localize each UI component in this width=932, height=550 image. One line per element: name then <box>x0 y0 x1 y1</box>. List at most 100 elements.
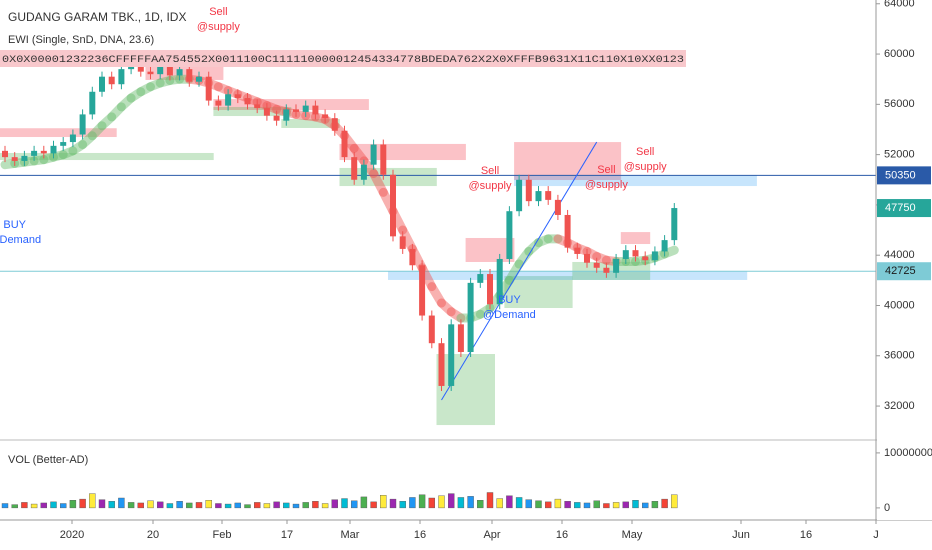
candle-body <box>312 105 319 115</box>
candle-body <box>448 324 455 386</box>
volume-bar <box>457 497 465 509</box>
ribbon-segment <box>262 101 282 114</box>
candle-body <box>457 324 464 352</box>
x-tick-label: May <box>622 529 643 541</box>
volume-bar <box>253 502 261 509</box>
candle-body <box>419 265 426 316</box>
annotation: Sell <box>209 6 227 18</box>
volume-bar <box>224 503 232 509</box>
volume-bar <box>98 499 106 509</box>
zone <box>0 128 117 138</box>
candle-body <box>137 64 144 72</box>
volume-bar <box>448 493 455 509</box>
volume-bar <box>11 504 18 509</box>
zone <box>620 232 651 245</box>
volume-bar <box>583 502 591 509</box>
volume-bar <box>622 501 629 509</box>
volume-bar <box>535 500 542 509</box>
price-label-bg <box>877 262 931 281</box>
ribbon-segment <box>39 152 58 165</box>
annotation: Sell <box>597 164 615 176</box>
zone <box>465 237 515 262</box>
annotation: Sell <box>636 146 654 158</box>
candle-body <box>176 69 183 76</box>
price-axis-bg <box>877 0 932 520</box>
volume-bar <box>651 501 659 509</box>
candle-body <box>331 118 338 131</box>
volume-bar <box>263 503 271 509</box>
chart-title: GUDANG GARAM TBK., 1D, IDX <box>8 10 186 24</box>
annotation: BUY <box>498 294 521 306</box>
volume-bar <box>554 498 562 509</box>
volume-tick-label: 0 <box>884 502 890 514</box>
ribbon-segment <box>514 246 534 269</box>
ribbon-segment <box>592 251 611 265</box>
volume-bar <box>515 497 523 509</box>
ribbon-segment <box>349 143 369 166</box>
ribbon-segment <box>427 282 446 308</box>
volume-bar <box>477 500 484 509</box>
candle-body <box>671 208 678 241</box>
candle-body <box>157 66 164 75</box>
candle-body <box>79 114 86 135</box>
candle-body <box>234 94 241 99</box>
volume-bar <box>428 497 435 509</box>
price-label: 42725 <box>885 265 916 277</box>
candle-body <box>632 250 639 257</box>
volume-bar <box>69 500 77 509</box>
candle-body <box>399 236 406 249</box>
annotation: @Demand <box>483 309 536 321</box>
candle-body <box>293 109 299 112</box>
ribbon-segment <box>534 234 553 248</box>
ribbon-segment <box>97 112 117 131</box>
volume-bar <box>89 493 96 509</box>
ribbon-segment <box>58 146 78 160</box>
candle-body <box>564 214 571 248</box>
annotation: @supply <box>469 180 512 192</box>
candle-body <box>283 109 290 121</box>
candle-body <box>467 282 474 352</box>
volume-bar <box>341 498 348 509</box>
volume-bar <box>176 501 183 509</box>
candle-body <box>322 114 329 119</box>
zone <box>213 106 292 117</box>
zone <box>514 174 757 187</box>
ribbon-segment <box>126 87 146 103</box>
x-tick-label: 16 <box>800 529 812 541</box>
candle-body <box>225 94 232 106</box>
volume-bar <box>496 498 503 509</box>
ribbon-segment <box>107 102 126 122</box>
volume-bar <box>331 499 338 509</box>
candle-body <box>477 274 484 283</box>
candle-body <box>428 315 435 344</box>
candle-body <box>613 258 620 273</box>
y-tick-label: 56000 <box>884 98 915 110</box>
volume-bar <box>21 502 28 509</box>
candle-body <box>196 76 202 82</box>
candle-body <box>205 76 212 101</box>
ribbon-segment <box>146 78 165 92</box>
x-tick-label: J <box>873 529 879 541</box>
volume-bar <box>186 502 193 509</box>
volume-bar <box>593 500 600 509</box>
volume-bar <box>79 498 86 509</box>
x-tick-label: Apr <box>483 529 500 541</box>
volume-bar <box>137 502 145 509</box>
volume-bar <box>195 502 203 509</box>
ribbon-segment <box>78 131 97 150</box>
zone <box>145 67 224 80</box>
candle-body <box>215 100 222 106</box>
candle-body <box>603 267 610 273</box>
ribbon-segment <box>10 157 29 168</box>
ribbon-segment <box>0 158 20 170</box>
candle-body <box>380 144 387 175</box>
candle-body <box>487 274 493 305</box>
volume-bar <box>60 503 67 509</box>
ribbon-segment <box>359 156 379 178</box>
volume-bar <box>108 501 115 509</box>
volume-bar <box>118 497 125 509</box>
candle-body <box>273 115 280 121</box>
ribbon-segment <box>369 168 388 197</box>
volume-bar <box>438 495 445 509</box>
